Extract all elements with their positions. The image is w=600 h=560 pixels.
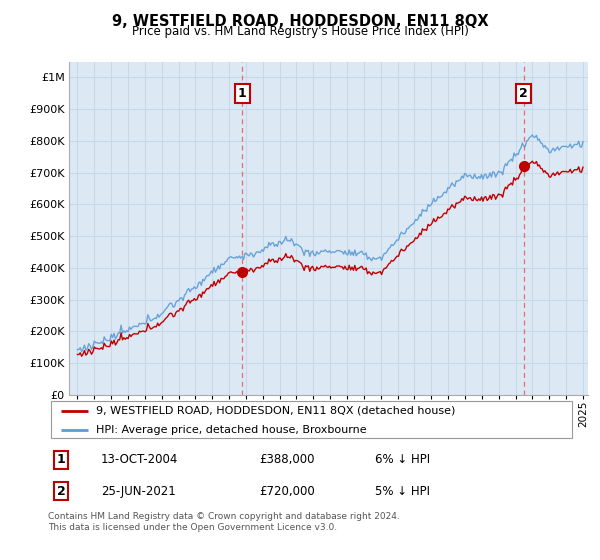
Text: 5% ↓ HPI: 5% ↓ HPI — [376, 484, 430, 498]
Text: HPI: Average price, detached house, Broxbourne: HPI: Average price, detached house, Brox… — [95, 424, 366, 435]
Text: 9, WESTFIELD ROAD, HODDESDON, EN11 8QX: 9, WESTFIELD ROAD, HODDESDON, EN11 8QX — [112, 14, 488, 29]
Text: 25-JUN-2021: 25-JUN-2021 — [101, 484, 176, 498]
Text: Contains HM Land Registry data © Crown copyright and database right 2024.
This d: Contains HM Land Registry data © Crown c… — [48, 512, 400, 532]
Text: £720,000: £720,000 — [259, 484, 315, 498]
Text: 6% ↓ HPI: 6% ↓ HPI — [376, 453, 430, 466]
Text: 1: 1 — [57, 453, 65, 466]
Text: 2: 2 — [57, 484, 65, 498]
Text: Price paid vs. HM Land Registry's House Price Index (HPI): Price paid vs. HM Land Registry's House … — [131, 25, 469, 38]
Text: 1: 1 — [238, 87, 247, 100]
Text: 2: 2 — [519, 87, 528, 100]
Text: 9, WESTFIELD ROAD, HODDESDON, EN11 8QX (detached house): 9, WESTFIELD ROAD, HODDESDON, EN11 8QX (… — [95, 405, 455, 416]
Text: £388,000: £388,000 — [259, 453, 315, 466]
FancyBboxPatch shape — [50, 402, 572, 437]
Text: 13-OCT-2004: 13-OCT-2004 — [101, 453, 178, 466]
